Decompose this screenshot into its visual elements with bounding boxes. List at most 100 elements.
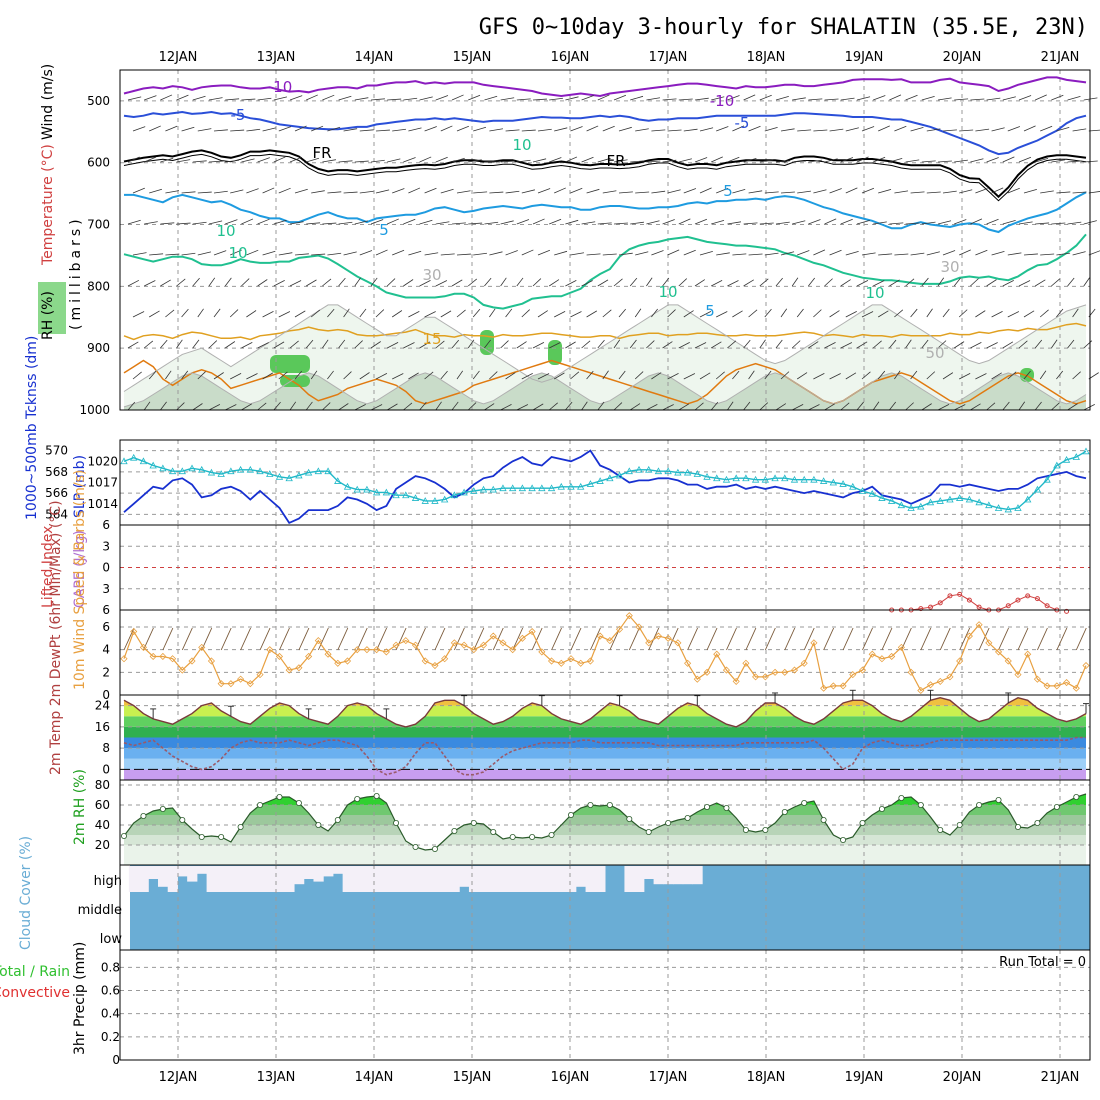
upper-wind-barb [813,249,826,256]
upper-wind-barb [602,309,612,318]
rh2m-point [995,797,1002,804]
upper-wind-barb [856,401,864,411]
wind-speed-point [489,632,497,640]
precip-tick-label: 0.2 [101,1030,120,1044]
rh2m-point [567,812,574,819]
upper-wind-barb [878,188,892,194]
upper-wind-barb [732,253,747,256]
slp-point [411,494,420,501]
upper-wind-barb [743,401,751,411]
wind-axis-label: Wind (m/s) [40,64,56,140]
date-label-bottom: 15JAN [453,1070,492,1085]
slp-point [645,465,653,473]
upper-wind-barb [451,401,459,411]
upper-wind-barb [824,403,835,411]
precip-tick-label: 0.4 [101,1007,120,1021]
cloud-high-clear [595,866,606,892]
upper-wind-barb [565,219,579,225]
upper-wind-barb [192,95,206,101]
upper-wind-barb [732,370,740,380]
upper-wind-barb [889,279,900,287]
upper-wind-barb [359,308,367,318]
upper-wind-barb [322,402,331,411]
upper-wind-barb [375,309,385,318]
wind-barb [279,627,290,651]
upper-wind-barb [953,341,965,349]
upper-wind-barb [861,371,871,380]
cloud-high-clear [546,866,557,892]
wind-barb [803,627,815,651]
upper-wind-barb [532,403,544,411]
upper-wind-barb [1023,125,1036,132]
pressure-tick-label: 800 [87,279,110,293]
wind-speed-point [849,671,857,679]
upper-wind-barb [230,372,242,380]
rh2m-point [509,834,516,841]
cloud-high-clear [575,866,587,887]
slp-point [402,491,410,499]
upper-wind-barb [241,341,253,349]
upper-wind-barb [294,188,308,194]
contour-label: 10 [228,244,247,262]
upper-wind-barb [905,222,920,225]
upper-wind-barb [532,342,545,349]
upper-wind-barb [710,401,719,411]
slp-point [324,467,332,475]
temp-tick-label: 0 [102,762,110,776]
wind-speed-point [965,632,973,640]
upper-wind-barb [840,342,853,349]
slp-point [703,472,711,480]
upper-wind-barb [597,222,612,225]
upper-wind-barb [694,157,708,163]
wind-speed-point [1072,684,1080,692]
upper-wind-barb [310,370,318,380]
upper-wind-barb [894,309,904,318]
upper-wind-barb [311,253,326,256]
upper-wind-barb [1023,253,1038,256]
wind-speed-point [839,682,847,690]
temp-band [124,697,1086,706]
rh2m-point [645,829,652,836]
upper-wind-barb [505,308,513,318]
wind-barb [1056,627,1068,651]
upper-wind-barb [468,159,482,163]
rh2m-point [606,802,613,809]
lifted-index-point [1015,597,1021,603]
slp-point [606,474,614,482]
slp-point [985,501,993,509]
wind-speed-point [878,655,886,663]
upper-wind-barb [829,188,842,194]
slp-point [343,482,352,490]
upper-wind-barb [602,190,617,194]
upper-wind-barb [618,191,633,194]
slp-point [917,502,925,510]
upper-wind-barb [489,128,504,132]
upper-wind-barb [618,370,626,380]
wind-speed-point [936,677,944,685]
slp-tick-label: 1017 [87,476,118,490]
wind-barb [900,627,912,651]
cloud-high-clear [488,866,499,892]
slp-point [304,468,313,476]
cloud-high-clear [255,866,266,892]
upper-wind-barb [500,160,515,163]
pressure-tick-label: 1000 [79,403,110,417]
upper-wind-barb [602,370,609,380]
wind-speed-point [975,621,983,629]
rh-band [124,815,1086,825]
upper-wind-barb [516,159,531,163]
precip-tick-label: 0.6 [101,984,120,998]
upper-wind-barb [246,188,259,194]
upper-wind-barb [484,277,492,287]
upper-wind-barb [824,158,838,163]
rh-axis-label: RH (%) [40,291,56,340]
cloud-high-clear [517,866,528,892]
slp-point [596,477,604,484]
upper-wind-barb [775,339,783,349]
upper-wind-barb [613,278,623,287]
wind-speed-point [577,659,585,667]
rh2m-point [121,833,128,840]
upper-wind-barb [1083,340,1093,349]
upper-wind-barb [1018,156,1032,163]
temp-band [124,705,1086,717]
